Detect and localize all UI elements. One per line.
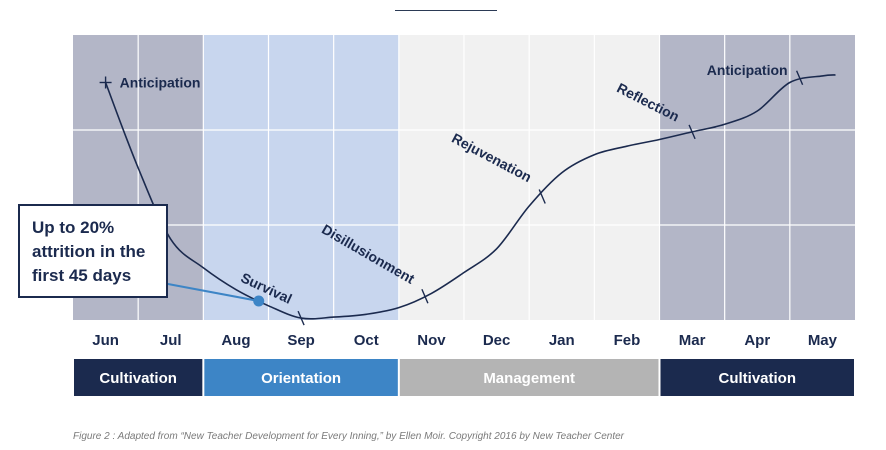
callout-line-1: Up to 20% (32, 218, 115, 237)
x-tick-label: Mar (679, 332, 706, 349)
x-tick-label: Nov (417, 332, 446, 349)
x-tick-label: May (808, 332, 838, 349)
callout-line-2: attrition in the (32, 242, 146, 261)
x-tick-label: Jun (92, 332, 119, 349)
x-tick-label: Apr (744, 332, 770, 349)
stage-bar-3 (399, 359, 659, 396)
stage-bar-1 (74, 359, 203, 396)
background-band-2 (203, 35, 399, 320)
callout-pointer-line (151, 280, 259, 302)
top-divider (395, 10, 497, 11)
stage-label: Cultivation (719, 370, 797, 387)
stage-label: Management (483, 370, 575, 387)
figure-caption: Figure 2 : Adapted from “New Teacher Dev… (73, 431, 625, 442)
phase-tick (795, 70, 804, 86)
callout-line-3: first 45 days (32, 266, 132, 285)
attrition-callout: Up to 20% attrition in the first 45 days (18, 204, 168, 298)
callout-pointer-dot (253, 295, 265, 307)
x-tick-label: Feb (614, 332, 641, 349)
x-tick-label: Jul (160, 332, 182, 349)
x-tick-label: Aug (221, 332, 250, 349)
x-tick-label: Jan (549, 332, 575, 349)
phase-tick (297, 310, 305, 326)
phase-tick (538, 189, 546, 204)
x-tick-label: Sep (287, 332, 315, 349)
stage-label: Cultivation (99, 370, 177, 387)
phase-tick (688, 124, 696, 140)
series-line-1 (104, 74, 836, 320)
x-tick-label: Dec (483, 332, 511, 349)
stage-label: Orientation (261, 370, 341, 387)
phase-label: Anticipation (707, 62, 788, 78)
background-band-4 (659, 35, 855, 320)
stage-bar-4 (660, 359, 854, 396)
phase-tick (421, 288, 429, 304)
stage-bar-2 (204, 359, 398, 396)
phase-label: Anticipation (120, 75, 201, 91)
x-tick-label: Oct (354, 332, 379, 349)
